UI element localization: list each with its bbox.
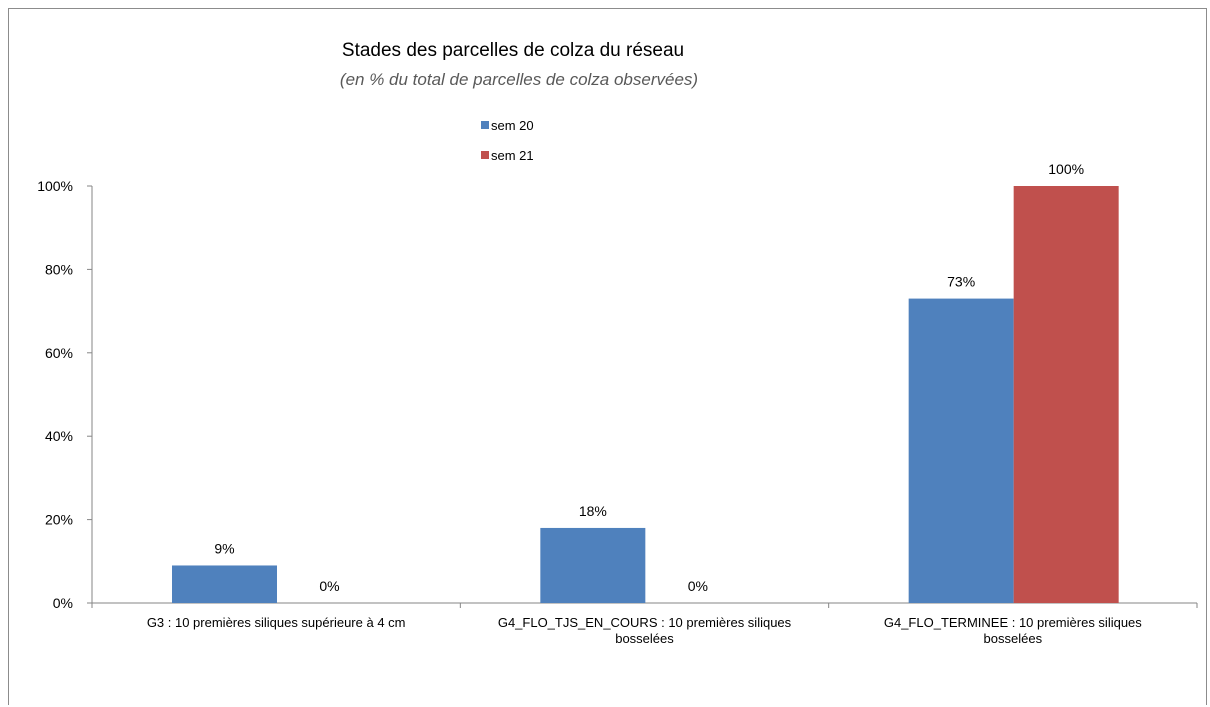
data-label: 9% [214,540,234,556]
x-tick-label: G4_FLO_TERMINEE : 10 premières siliques [884,615,1142,630]
bar-sem-20-0 [172,565,277,603]
x-tick-label: bosselées [984,631,1043,646]
y-tick-label: 40% [45,428,73,444]
data-label: 18% [579,503,607,519]
legend-swatch-sem-20 [481,121,489,129]
y-tick-label: 80% [45,261,73,277]
x-tick-label: G4_FLO_TJS_EN_COURS : 10 premières siliq… [498,615,792,630]
legend-swatch-sem-21 [481,151,489,159]
y-tick-label: 20% [45,512,73,528]
bar-sem-20-1 [540,527,646,603]
data-label: 100% [1048,161,1084,177]
bar-sem-21-2 [1013,186,1119,603]
x-tick-label: bosselées [615,631,674,646]
y-tick-label: 60% [45,345,73,361]
bar-sem-20-2 [908,298,1014,603]
legend-label-sem-21: sem 21 [491,148,534,163]
data-label: 73% [947,274,975,290]
chart-frame [8,8,1207,705]
bars [172,186,1119,603]
axes: 0% 20% 40% 60% 80% 100% G3 : 10 premières sili… [37,178,1198,646]
data-label: 0% [319,578,339,594]
data-labels: 9% 18% 73% 0% 0% 100% [214,161,1084,594]
chart-subtitle: (en % du total de parcelles de colza obs… [340,70,698,89]
x-tick-label: G3 : 10 premières siliques supérieure à … [147,615,406,630]
legend-label-sem-20: sem 20 [491,118,534,133]
data-label: 0% [688,578,708,594]
y-tick-label: 0% [53,595,73,611]
chart-title: Stades des parcelles de colza du réseau [342,40,684,61]
y-tick-label: 100% [37,178,73,194]
